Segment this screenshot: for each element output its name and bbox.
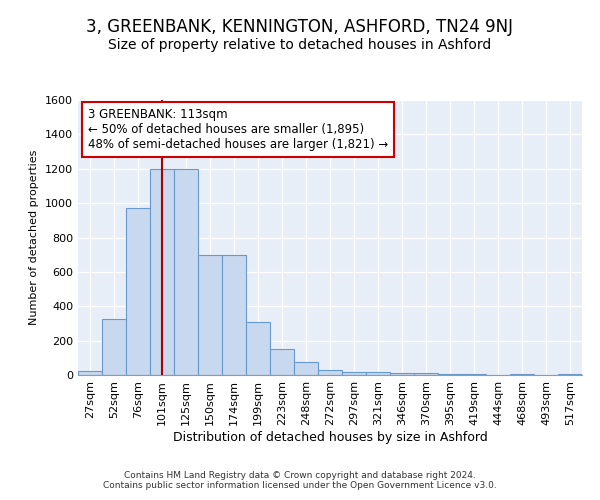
Bar — [294, 362, 318, 375]
Text: 3, GREENBANK, KENNINGTON, ASHFORD, TN24 9NJ: 3, GREENBANK, KENNINGTON, ASHFORD, TN24 … — [86, 18, 514, 36]
Bar — [102, 319, 126, 375]
Bar — [438, 374, 462, 375]
Bar — [126, 208, 150, 375]
Text: Size of property relative to detached houses in Ashford: Size of property relative to detached ho… — [109, 38, 491, 52]
Text: Contains HM Land Registry data © Crown copyright and database right 2024.
Contai: Contains HM Land Registry data © Crown c… — [103, 470, 497, 490]
Bar — [150, 169, 174, 375]
Bar — [270, 349, 294, 375]
X-axis label: Distribution of detached houses by size in Ashford: Distribution of detached houses by size … — [173, 430, 487, 444]
Bar — [510, 374, 534, 375]
Text: 3 GREENBANK: 113sqm
← 50% of detached houses are smaller (1,895)
48% of semi-det: 3 GREENBANK: 113sqm ← 50% of detached ho… — [88, 108, 388, 151]
Bar — [390, 374, 414, 375]
Bar — [222, 254, 246, 375]
Bar — [414, 374, 438, 375]
Bar — [462, 374, 486, 375]
Bar — [558, 374, 582, 375]
Bar — [342, 372, 366, 375]
Bar — [198, 254, 222, 375]
Bar — [366, 372, 390, 375]
Bar — [78, 370, 102, 375]
Y-axis label: Number of detached properties: Number of detached properties — [29, 150, 40, 325]
Bar — [318, 370, 342, 375]
Bar — [246, 322, 270, 375]
Bar — [174, 169, 198, 375]
